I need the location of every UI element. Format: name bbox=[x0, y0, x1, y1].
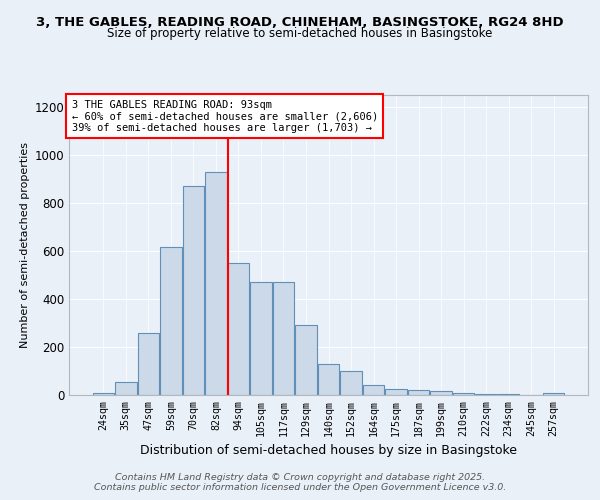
Bar bbox=[273, 282, 294, 395]
X-axis label: Distribution of semi-detached houses by size in Basingstoke: Distribution of semi-detached houses by … bbox=[140, 444, 517, 457]
Bar bbox=[475, 394, 497, 395]
Bar bbox=[363, 386, 384, 395]
Bar bbox=[408, 390, 429, 395]
Bar bbox=[385, 389, 407, 395]
Bar bbox=[182, 186, 204, 395]
Bar bbox=[543, 392, 565, 395]
Bar bbox=[228, 263, 249, 395]
Bar bbox=[92, 392, 114, 395]
Y-axis label: Number of semi-detached properties: Number of semi-detached properties bbox=[20, 142, 30, 348]
Text: 3, THE GABLES, READING ROAD, CHINEHAM, BASINGSTOKE, RG24 8HD: 3, THE GABLES, READING ROAD, CHINEHAM, B… bbox=[36, 16, 564, 29]
Bar bbox=[498, 394, 520, 395]
Bar bbox=[115, 382, 137, 395]
Bar bbox=[205, 172, 227, 395]
Bar bbox=[430, 392, 452, 395]
Text: Size of property relative to semi-detached houses in Basingstoke: Size of property relative to semi-detach… bbox=[107, 28, 493, 40]
Bar bbox=[340, 371, 362, 395]
Text: Contains HM Land Registry data © Crown copyright and database right 2025.: Contains HM Land Registry data © Crown c… bbox=[115, 472, 485, 482]
Bar bbox=[137, 332, 159, 395]
Text: 3 THE GABLES READING ROAD: 93sqm
← 60% of semi-detached houses are smaller (2,60: 3 THE GABLES READING ROAD: 93sqm ← 60% o… bbox=[71, 100, 378, 132]
Bar bbox=[295, 326, 317, 395]
Bar bbox=[453, 392, 475, 395]
Bar bbox=[318, 364, 339, 395]
Text: Contains public sector information licensed under the Open Government Licence v3: Contains public sector information licen… bbox=[94, 484, 506, 492]
Bar bbox=[250, 282, 272, 395]
Bar bbox=[160, 248, 182, 395]
